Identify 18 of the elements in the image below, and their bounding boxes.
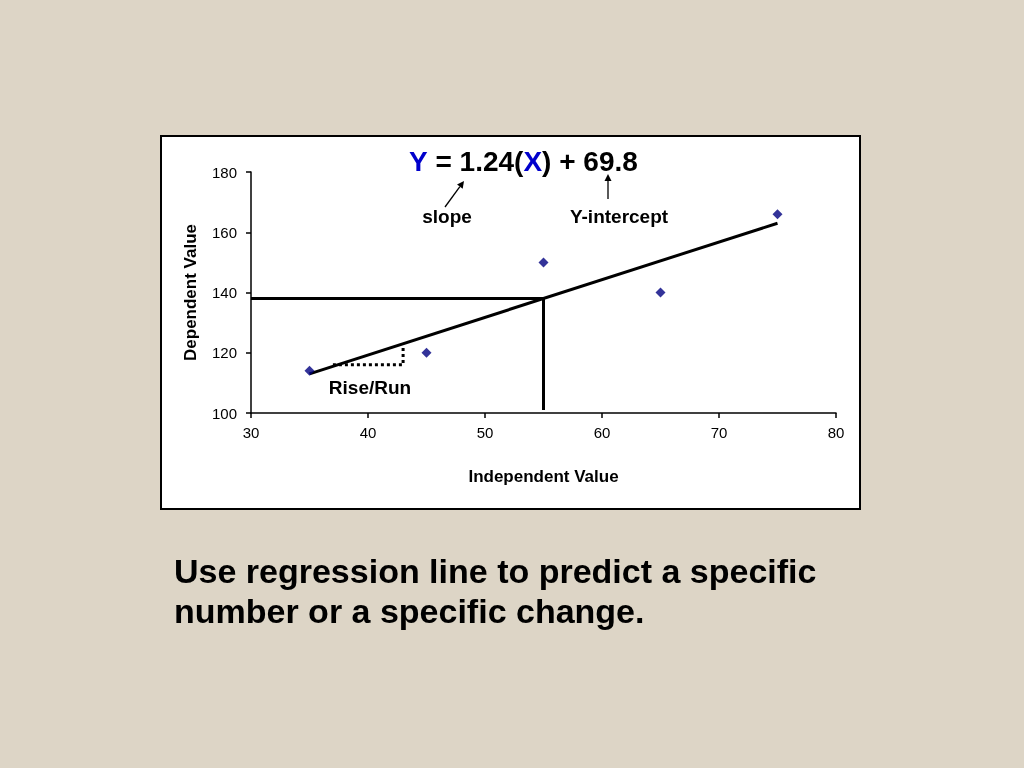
x-axis-title: Independent Value: [468, 467, 619, 486]
chart-title: Y = 1.24(X) + 69.8: [409, 145, 638, 177]
y-tick-label: 180: [211, 163, 237, 181]
annotation: Rise/Run: [328, 376, 412, 398]
x-tick-label: 40: [359, 424, 377, 441]
x-tick-label: 30: [242, 424, 260, 441]
text: Use regression line to predict a specific number or a specific change.: [174, 551, 818, 631]
x-tick-label: 70: [710, 424, 728, 441]
y-tick-label: 100: [211, 404, 237, 422]
x-tick-label: 80: [827, 424, 845, 441]
y-axis-title: Dependent Value: [181, 224, 200, 361]
x-tick-label: 50: [476, 424, 494, 441]
annotation: Y-intercept: [569, 205, 669, 227]
y-tick-label: 160: [211, 223, 237, 241]
x-tick-label: 60: [593, 424, 611, 441]
y-tick-label: 140: [211, 284, 237, 301]
y-tick-label: 120: [211, 344, 237, 362]
annotation: slope: [422, 205, 472, 227]
